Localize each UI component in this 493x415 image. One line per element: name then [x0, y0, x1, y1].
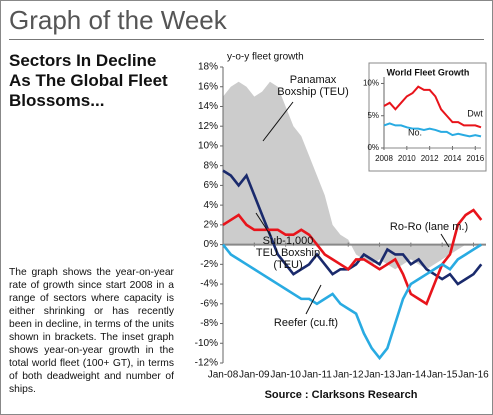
line: [383, 122, 482, 138]
y-tick-label: -4%: [200, 279, 218, 290]
series-label: TEU Boxship: [256, 247, 320, 259]
pointer: [305, 284, 322, 315]
series-label: Sub-1,000: [263, 235, 314, 247]
x-tick-label: Jan-10: [270, 370, 301, 381]
series-label: Dwt: [467, 108, 483, 118]
line: [222, 208, 483, 306]
y-tick-label: -10%: [195, 338, 218, 349]
y-tick-label: 12%: [198, 121, 218, 132]
series-label: Ro-Ro (lane m.): [390, 221, 468, 233]
y-tick-label: 2%: [204, 220, 219, 231]
x-tick-label: Jan-14: [396, 370, 427, 381]
series-label: No.: [408, 127, 422, 137]
y-tick-label: 0%: [367, 143, 379, 152]
area: [223, 81, 482, 270]
source: Source : Clarksons Research: [265, 389, 418, 401]
y-tick-label: -6%: [200, 298, 218, 309]
pointer: [255, 212, 272, 237]
heading-line: As The Global Fleet: [9, 71, 168, 90]
y-tick-label: 0%: [204, 239, 219, 250]
x-tick-label: Jan-16: [458, 370, 489, 381]
x-tick-label: 2014: [444, 154, 462, 163]
x-tick-label: Jan-13: [364, 370, 395, 381]
pointer: [262, 101, 294, 142]
y-tick-label: 16%: [198, 81, 218, 92]
x-tick-label: 2012: [421, 154, 439, 163]
x-tick-label: Jan-08: [208, 370, 239, 381]
x-tick-label: 2008: [375, 154, 393, 163]
y-tick-label: 4%: [204, 200, 219, 211]
x-tick-label: Jan-12: [333, 370, 364, 381]
sidebar-heading: Sectors In Decline As The Global Fleet B…: [9, 51, 168, 111]
series-label: Reefer (cu.ft): [274, 317, 338, 329]
series-label: (TEU): [273, 259, 302, 271]
pointer: [440, 233, 450, 248]
x-tick-label: Jan-15: [427, 370, 458, 381]
heading-line: Blossoms...: [9, 91, 105, 110]
sidebar-body: The graph shows the year-on-year rate of…: [9, 267, 174, 395]
y-tick-label: 10%: [198, 141, 218, 152]
x-tick-label: 2010: [398, 154, 416, 163]
x-tick-label: Jan-11: [302, 370, 332, 381]
y-tick-label: 5%: [367, 111, 379, 120]
y-tick-label: -8%: [200, 318, 218, 329]
page-title: Graph of the Week: [9, 5, 227, 35]
inset-title: World Fleet Growth: [387, 67, 470, 77]
y-tick-label: 14%: [198, 101, 218, 112]
line: [221, 243, 482, 361]
x-tick-label: Jan-09: [239, 370, 270, 381]
line: [383, 85, 482, 129]
y-tick-label: -2%: [200, 259, 218, 270]
y-tick-label: 10%: [363, 79, 379, 88]
y-tick-label: -12%: [195, 358, 218, 369]
heading-line: Sectors In Decline: [9, 51, 157, 70]
y-axis-label: y-o-y fleet growth: [227, 52, 304, 63]
title-rule: [9, 39, 484, 40]
series-label: Boxship (TEU): [277, 86, 349, 98]
y-tick-label: 8%: [204, 160, 219, 171]
y-tick-label: 6%: [204, 180, 219, 191]
y-tick-label: 18%: [198, 62, 218, 73]
inset-frame: [368, 62, 487, 172]
x-tick-label: 2016: [466, 154, 484, 163]
series-label: Panamax: [290, 74, 337, 86]
